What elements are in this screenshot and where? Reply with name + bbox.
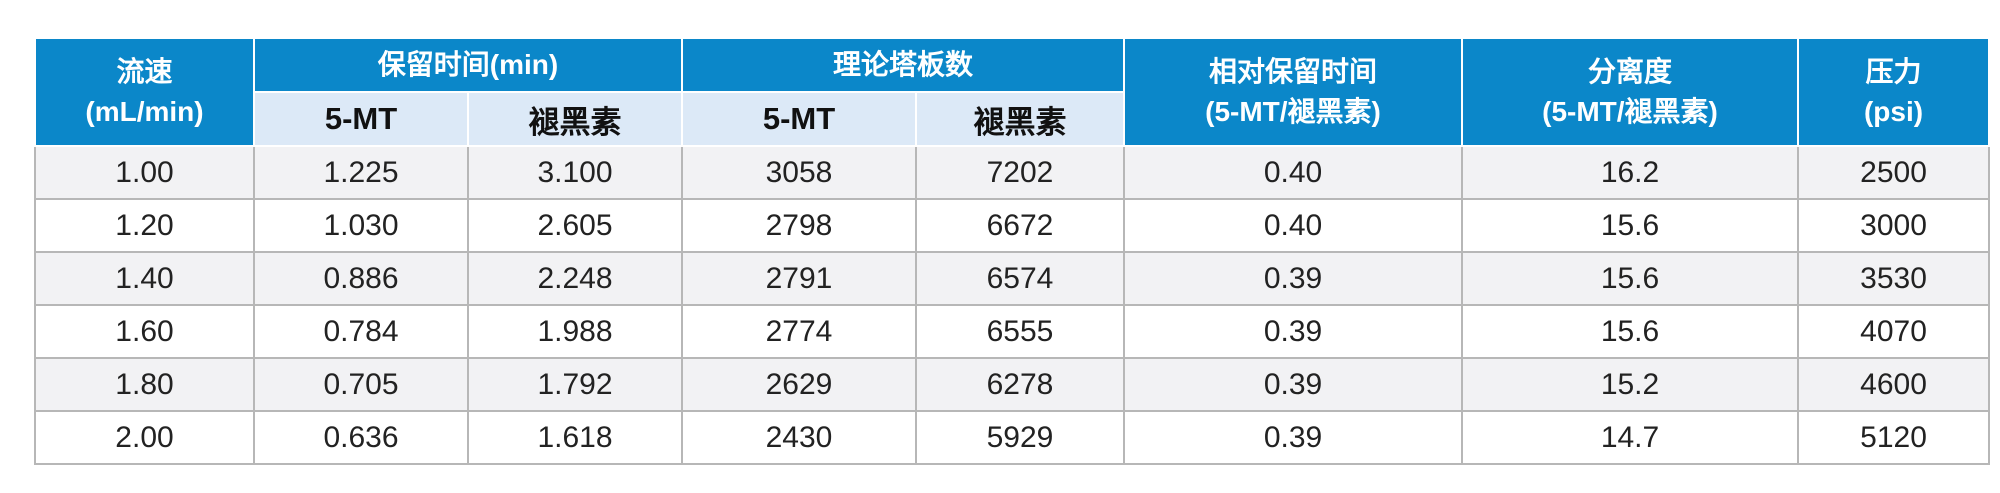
subheader-retention-melatonin: 褪黑素 xyxy=(467,91,683,147)
cell-pressure: 4070 xyxy=(1797,304,1991,359)
cell-flow: 1.60 xyxy=(34,304,255,359)
cell-plates-5mt: 2798 xyxy=(681,198,917,253)
header-relative-unit: (5-MT/褪黑素) xyxy=(1205,96,1381,127)
cell-pressure: 3000 xyxy=(1797,198,1991,253)
header-plates: 理论塔板数 xyxy=(680,37,1126,93)
cell-plates-melatonin: 6278 xyxy=(914,357,1126,412)
cell-resolution: 15.6 xyxy=(1461,304,1800,359)
cell-resolution: 16.2 xyxy=(1461,145,1800,200)
cell-retention-5mt: 0.705 xyxy=(253,357,469,412)
table-row: 1.40 0.886 2.248 2791 6574 0.39 15.6 3530 xyxy=(34,251,1991,306)
header-retention: 保留时间(min) xyxy=(253,37,683,93)
cell-retention-5mt: 0.784 xyxy=(253,304,469,359)
header-relative: 相对保留时间 (5-MT/褪黑素) xyxy=(1123,37,1464,147)
cell-plates-5mt: 2430 xyxy=(681,410,917,465)
cell-retention-melatonin: 3.100 xyxy=(467,145,683,200)
header-relative-label: 相对保留时间 xyxy=(1209,56,1378,87)
header-pressure-label: 压力 xyxy=(1865,56,1922,87)
cell-retention-5mt: 1.225 xyxy=(253,145,469,200)
subheader-plates-melatonin: 褪黑素 xyxy=(914,91,1126,147)
cell-plates-melatonin: 6555 xyxy=(914,304,1126,359)
table-row: 1.60 0.784 1.988 2774 6555 0.39 15.6 4070 xyxy=(34,304,1991,359)
cell-retention-5mt: 0.886 xyxy=(253,251,469,306)
cell-retention-melatonin: 1.792 xyxy=(467,357,683,412)
subheader-plates-5mt: 5-MT xyxy=(681,91,917,147)
table-row: 2.00 0.636 1.618 2430 5929 0.39 14.7 5120 xyxy=(34,410,1991,465)
header-resolution-unit: (5-MT/褪黑素) xyxy=(1542,96,1718,127)
table-row: 1.80 0.705 1.792 2629 6278 0.39 15.2 4600 xyxy=(34,357,1991,412)
cell-retention-melatonin: 1.618 xyxy=(467,410,683,465)
header-resolution: 分离度 (5-MT/褪黑素) xyxy=(1461,37,1800,147)
cell-retention-melatonin: 2.605 xyxy=(467,198,683,253)
cell-plates-5mt: 3058 xyxy=(681,145,917,200)
cell-flow: 2.00 xyxy=(34,410,255,465)
cell-retention-melatonin: 2.248 xyxy=(467,251,683,306)
cell-pressure: 3530 xyxy=(1797,251,1991,306)
header-pressure-unit: (psi) xyxy=(1863,96,1924,127)
cell-relative-retention: 0.39 xyxy=(1123,410,1464,465)
table-row: 1.20 1.030 2.605 2798 6672 0.40 15.6 3000 xyxy=(34,198,1991,253)
cell-pressure: 2500 xyxy=(1797,145,1991,200)
cell-resolution: 14.7 xyxy=(1461,410,1800,465)
cell-retention-5mt: 0.636 xyxy=(253,410,469,465)
cell-retention-melatonin: 1.988 xyxy=(467,304,683,359)
cell-relative-retention: 0.39 xyxy=(1123,357,1464,412)
header-resolution-label: 分离度 xyxy=(1588,56,1673,87)
cell-plates-5mt: 2791 xyxy=(681,251,917,306)
cell-flow: 1.20 xyxy=(34,198,255,253)
cell-plates-melatonin: 7202 xyxy=(914,145,1126,200)
cell-plates-5mt: 2629 xyxy=(681,357,917,412)
cell-plates-melatonin: 6574 xyxy=(914,251,1126,306)
table-header: 流速 (mL/min) 保留时间(min) 理论塔板数 相对保留时间 (5-MT… xyxy=(34,37,1991,147)
table-body: 1.00 1.225 3.100 3058 7202 0.40 16.2 2500 1.20 1.… xyxy=(34,145,1991,465)
cell-flow: 1.40 xyxy=(34,251,255,306)
cell-resolution: 15.2 xyxy=(1461,357,1800,412)
cell-plates-5mt: 2774 xyxy=(681,304,917,359)
cell-pressure: 4600 xyxy=(1797,357,1991,412)
data-table-container: 流速 (mL/min) 保留时间(min) 理论塔板数 相对保留时间 (5-MT… xyxy=(34,37,1991,465)
cell-relative-retention: 0.40 xyxy=(1123,145,1464,200)
subheader-retention-5mt: 5-MT xyxy=(253,91,469,147)
cell-resolution: 15.6 xyxy=(1461,198,1800,253)
cell-relative-retention: 0.39 xyxy=(1123,251,1464,306)
cell-resolution: 15.6 xyxy=(1461,251,1800,306)
cell-flow: 1.00 xyxy=(34,145,255,200)
header-pressure: 压力 (psi) xyxy=(1797,37,1991,147)
cell-retention-5mt: 1.030 xyxy=(253,198,469,253)
data-table: 流速 (mL/min) 保留时间(min) 理论塔板数 相对保留时间 (5-MT… xyxy=(34,37,1991,465)
header-flow: 流速 (mL/min) xyxy=(34,37,255,147)
cell-plates-melatonin: 5929 xyxy=(914,410,1126,465)
cell-flow: 1.80 xyxy=(34,357,255,412)
cell-relative-retention: 0.39 xyxy=(1123,304,1464,359)
cell-plates-melatonin: 6672 xyxy=(914,198,1126,253)
table-row: 1.00 1.225 3.100 3058 7202 0.40 16.2 2500 xyxy=(34,145,1991,200)
cell-relative-retention: 0.40 xyxy=(1123,198,1464,253)
cell-pressure: 5120 xyxy=(1797,410,1991,465)
header-flow-label: 流速 xyxy=(116,56,173,87)
header-flow-unit: (mL/min) xyxy=(85,96,204,127)
